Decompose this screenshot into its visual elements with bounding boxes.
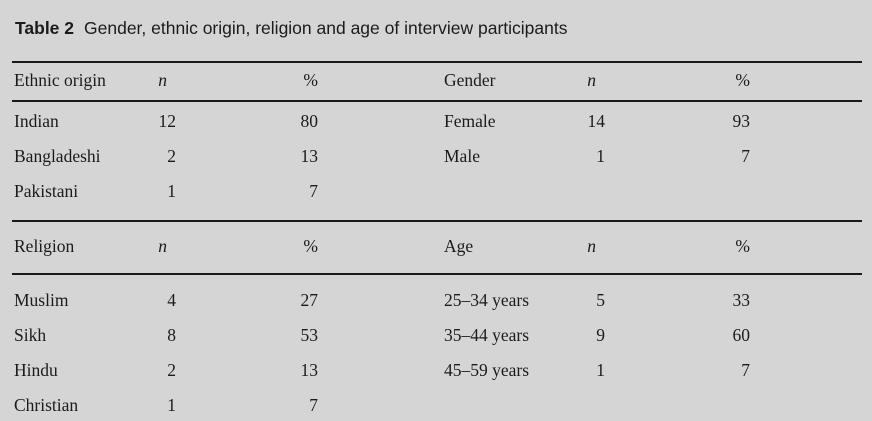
cell-gender-pct: 93 — [732, 111, 751, 131]
filler-cell — [750, 179, 862, 205]
table-row: Bangladeshi 2 13 Male 1 7 — [14, 144, 862, 170]
cell-ethnic-label: Pakistani — [14, 181, 79, 201]
cell-age-label: 25–34 years — [444, 290, 530, 310]
column-gap — [318, 144, 444, 170]
rule-below-caption — [12, 61, 862, 63]
col-header-gender: Gender — [444, 70, 496, 90]
rule-below-header-2 — [12, 273, 862, 275]
column-gap — [318, 109, 444, 135]
table-row: Indian 12 80 Female 14 93 — [14, 109, 862, 135]
cell-ethnic-n: 2 — [167, 146, 176, 166]
cell-ethnic-label: Bangladeshi — [14, 146, 101, 166]
rule-below-header-1 — [12, 100, 862, 102]
cell-age-n: 5 — [596, 290, 605, 310]
cell-religion-label: Hindu — [14, 360, 58, 380]
cell-gender-n: 1 — [596, 146, 605, 166]
table-row: Muslim 4 27 25–34 years 5 33 — [14, 288, 862, 314]
cell-ethnic-pct: 7 — [309, 181, 318, 201]
cell-age-pct: 33 — [732, 290, 751, 310]
cell-religion-pct: 13 — [300, 360, 319, 380]
column-gap — [318, 358, 444, 384]
cell-religion-pct: 7 — [309, 395, 318, 415]
cell-religion-label: Christian — [14, 395, 79, 415]
filler-cell — [750, 144, 862, 170]
col-header-ethnic-origin: Ethnic origin — [14, 70, 106, 90]
empty-cell — [605, 179, 750, 205]
column-gap — [318, 393, 444, 419]
cell-religion-n: 8 — [167, 325, 176, 345]
col-header-n-gender: n — [587, 70, 596, 90]
empty-cell — [574, 393, 605, 419]
cell-religion-pct: 27 — [300, 290, 319, 310]
table-row: Pakistani 1 7 — [14, 179, 862, 205]
table-number: Table 2 — [15, 18, 75, 38]
table-row: Hindu 2 13 45–59 years 1 7 — [14, 358, 862, 384]
rule-above-header-2 — [12, 220, 862, 222]
table-caption-text: Gender, ethnic origin, religion and age … — [84, 18, 568, 38]
cell-age-pct: 60 — [732, 325, 751, 345]
col-header-religion: Religion — [14, 236, 75, 256]
empty-cell — [574, 179, 605, 205]
cell-ethnic-pct: 13 — [300, 146, 319, 166]
col-header-pct-ethnic: % — [303, 70, 318, 90]
cell-age-n: 1 — [596, 360, 605, 380]
cell-gender-n: 14 — [587, 111, 606, 131]
header-row-1: Ethnic origin n % Gender n % — [14, 68, 862, 94]
filler-cell — [750, 109, 862, 135]
col-header-pct-religion: % — [303, 236, 318, 256]
column-gap — [318, 323, 444, 349]
cell-religion-n: 1 — [167, 395, 176, 415]
cell-religion-n: 4 — [167, 290, 176, 310]
empty-cell — [444, 179, 574, 205]
cell-age-label: 45–59 years — [444, 360, 530, 380]
cell-religion-label: Sikh — [14, 325, 47, 345]
filler-cell — [750, 288, 862, 314]
column-gap — [318, 179, 444, 205]
table-row: Sikh 8 53 35–44 years 9 60 — [14, 323, 862, 349]
column-gap — [318, 288, 444, 314]
cell-gender-pct: 7 — [741, 146, 750, 166]
col-header-n-age: n — [587, 236, 596, 256]
cell-ethnic-n: 1 — [167, 181, 176, 201]
col-header-pct-age: % — [735, 236, 750, 256]
filler-cell — [750, 358, 862, 384]
col-header-n-ethnic: n — [158, 70, 167, 90]
empty-cell — [444, 393, 574, 419]
table-row: Christian 1 7 — [14, 393, 862, 419]
cell-gender-label: Male — [444, 146, 480, 166]
empty-cell — [605, 393, 750, 419]
column-gap — [318, 68, 444, 94]
cell-age-n: 9 — [596, 325, 605, 345]
filler-cell — [750, 234, 862, 260]
table-caption: Table 2 Gender, ethnic origin, religion a… — [15, 16, 568, 40]
cell-religion-pct: 53 — [300, 325, 319, 345]
col-header-pct-gender: % — [735, 70, 750, 90]
col-header-age: Age — [444, 236, 474, 256]
cell-religion-n: 2 — [167, 360, 176, 380]
col-header-n-religion: n — [158, 236, 167, 256]
column-gap — [318, 234, 444, 260]
cell-gender-label: Female — [444, 111, 496, 131]
cell-religion-label: Muslim — [14, 290, 69, 310]
header-row-2: Religion n % Age n % — [14, 234, 862, 260]
filler-cell — [750, 323, 862, 349]
cell-ethnic-n: 12 — [158, 111, 177, 131]
cell-age-pct: 7 — [741, 360, 750, 380]
filler-cell — [750, 68, 862, 94]
cell-ethnic-pct: 80 — [300, 111, 319, 131]
cell-ethnic-label: Indian — [14, 111, 59, 131]
cell-age-label: 35–44 years — [444, 325, 530, 345]
filler-cell — [750, 393, 862, 419]
